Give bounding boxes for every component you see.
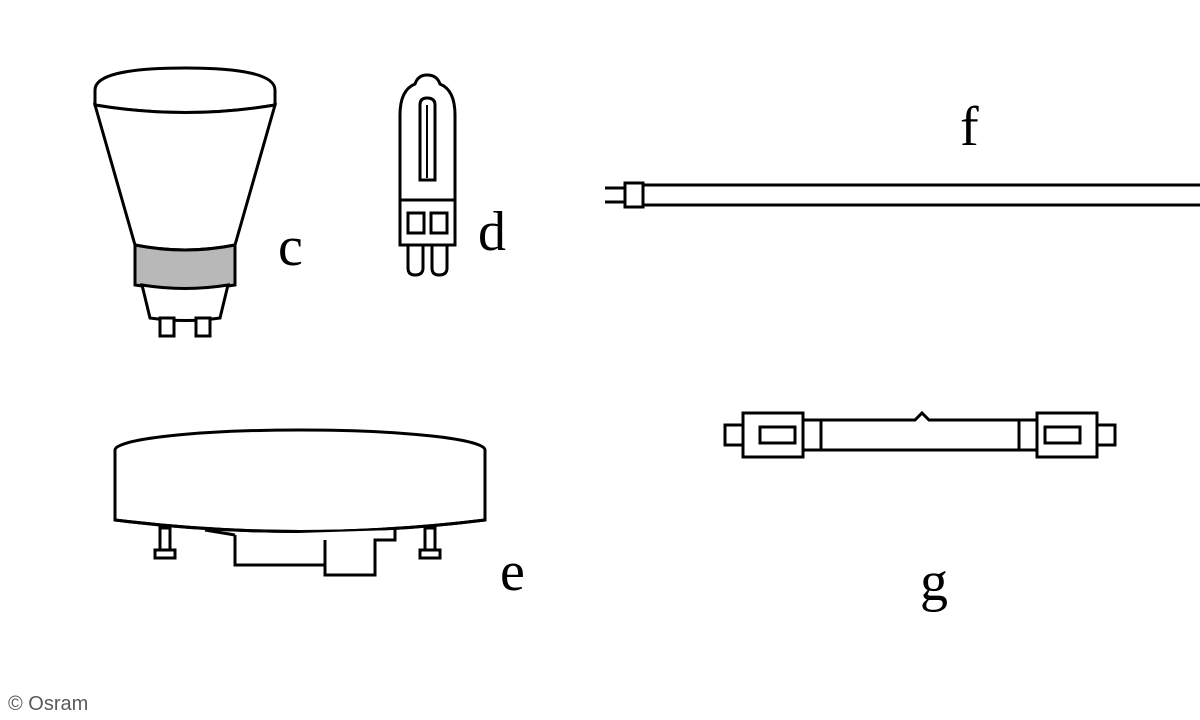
label-g: g (920, 550, 948, 614)
lamp-c-reflector (80, 60, 290, 340)
lamp-f-tube (605, 175, 1200, 215)
lamp-d-halogen-capsule (380, 70, 475, 280)
label-f: f (960, 95, 979, 159)
label-e: e (500, 540, 525, 604)
label-c: c (278, 215, 303, 279)
lamp-e-puck (105, 425, 495, 595)
lamp-g-linear-halogen (720, 395, 1120, 475)
copyright-credit: © Osram (8, 693, 88, 716)
label-d: d (478, 200, 506, 264)
